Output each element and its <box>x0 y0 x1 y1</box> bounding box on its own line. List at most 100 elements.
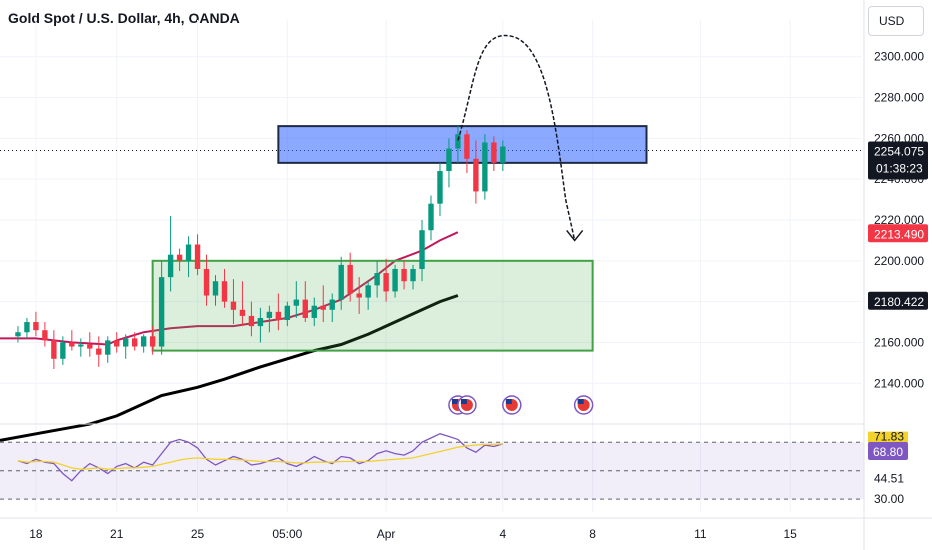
arrow-head[interactable] <box>566 229 584 242</box>
candle-body <box>329 299 335 310</box>
candle-body <box>275 311 282 320</box>
y-tick-label: 2220.000 <box>874 213 924 227</box>
candle-body <box>131 338 138 347</box>
candle-body <box>464 134 470 159</box>
candle-body <box>167 254 174 278</box>
moving-average-line <box>0 294 459 442</box>
resistance-zone[interactable] <box>277 125 648 164</box>
support-zone[interactable] <box>151 259 594 352</box>
x-tick-label: 25 <box>191 527 205 541</box>
current-price-badge <box>868 141 928 180</box>
candle-body <box>500 146 506 163</box>
ma-black-value: 2180.422 <box>874 295 924 309</box>
x-tick-label: 11 <box>694 527 707 541</box>
candle-body <box>51 340 57 359</box>
candle-body <box>446 148 452 172</box>
candle-body <box>311 305 317 318</box>
candle-body <box>24 322 30 333</box>
rsi-ma-value: 71.83 <box>874 430 904 444</box>
candle-body <box>60 342 66 359</box>
rsi-ma-badge <box>868 431 908 443</box>
candle-body <box>158 277 165 347</box>
x-tick-label: 4 <box>499 527 506 541</box>
current-price-label: 2254.075 <box>874 144 924 158</box>
ma-red-badge <box>868 224 928 243</box>
arrow-path[interactable] <box>457 34 576 241</box>
candle-body <box>428 203 434 231</box>
rsi-value-badge <box>868 441 908 460</box>
zones[interactable] <box>151 125 648 352</box>
candle-body <box>320 305 326 310</box>
flag-icon-canton <box>505 399 512 404</box>
candle-body <box>203 268 210 296</box>
rsi-value: 68.80 <box>873 445 903 459</box>
candle-body <box>410 268 416 282</box>
candle-body <box>383 273 389 292</box>
rsi-tick-label: 44.51 <box>874 472 904 486</box>
y-tick-label: 2140.000 <box>874 376 924 390</box>
candle-body <box>87 344 93 349</box>
candle-body <box>266 311 273 318</box>
candle-body <box>176 254 183 261</box>
candle-body <box>257 317 264 327</box>
flag-icon-canton <box>451 399 458 404</box>
rsi-line <box>17 443 503 470</box>
ma-black-badge <box>868 291 928 310</box>
candle-body <box>356 293 362 298</box>
candle-body <box>473 158 479 192</box>
y-tick-label: 2200.000 <box>874 254 924 268</box>
flag-icon-canton <box>460 399 467 404</box>
candle-body <box>221 281 228 302</box>
candle-body <box>347 264 353 294</box>
candle-body <box>248 315 255 327</box>
candle-body <box>284 305 291 320</box>
candle-body <box>114 340 120 347</box>
candle-body <box>239 309 246 316</box>
y-tick-label: 2160.000 <box>874 335 924 349</box>
event-markers[interactable] <box>448 395 594 415</box>
candle-body <box>374 273 380 286</box>
flag-icon-canton <box>577 399 584 404</box>
y-tick-label: 2300.000 <box>874 50 924 64</box>
candle-body <box>140 336 147 347</box>
candle-body <box>338 264 344 300</box>
candle-body <box>293 299 300 306</box>
countdown-label: 01:38:23 <box>876 161 923 175</box>
candle-body <box>491 142 497 163</box>
candle-body <box>392 268 398 292</box>
candle-body <box>42 330 48 341</box>
candles <box>15 126 506 369</box>
currency-button[interactable]: USD <box>868 6 924 36</box>
forecast-arrow[interactable] <box>457 34 584 242</box>
candle-body <box>212 281 219 296</box>
chart-title: Gold Spot / U.S. Dollar, 4h, OANDA <box>8 10 240 26</box>
candle-body <box>482 142 488 192</box>
candle-body <box>96 348 102 355</box>
candle-body <box>15 332 21 337</box>
x-tick-label: 21 <box>110 527 124 541</box>
x-tick-label: 18 <box>29 527 43 541</box>
x-tick-label: 05:00 <box>272 527 302 541</box>
candle-body <box>105 340 111 355</box>
y-tick-label: 2280.000 <box>874 91 924 105</box>
candle-body <box>437 171 443 204</box>
candle-body <box>78 344 84 347</box>
candle-body <box>419 230 425 269</box>
candle-body <box>69 342 75 347</box>
candle-body <box>33 322 39 331</box>
candle-body <box>401 268 407 282</box>
candle-body <box>455 134 461 149</box>
candle-body <box>365 285 371 298</box>
candle-body <box>194 244 201 269</box>
ma-red-value: 2213.490 <box>874 227 924 241</box>
x-tick-label: 8 <box>589 527 596 541</box>
candle-body <box>149 336 156 347</box>
x-tick-label: 15 <box>783 527 797 541</box>
candle-body <box>185 244 192 261</box>
candle-body <box>302 299 308 318</box>
rsi-pane <box>0 433 864 500</box>
candle-body <box>123 338 129 347</box>
candle-body <box>230 301 237 310</box>
